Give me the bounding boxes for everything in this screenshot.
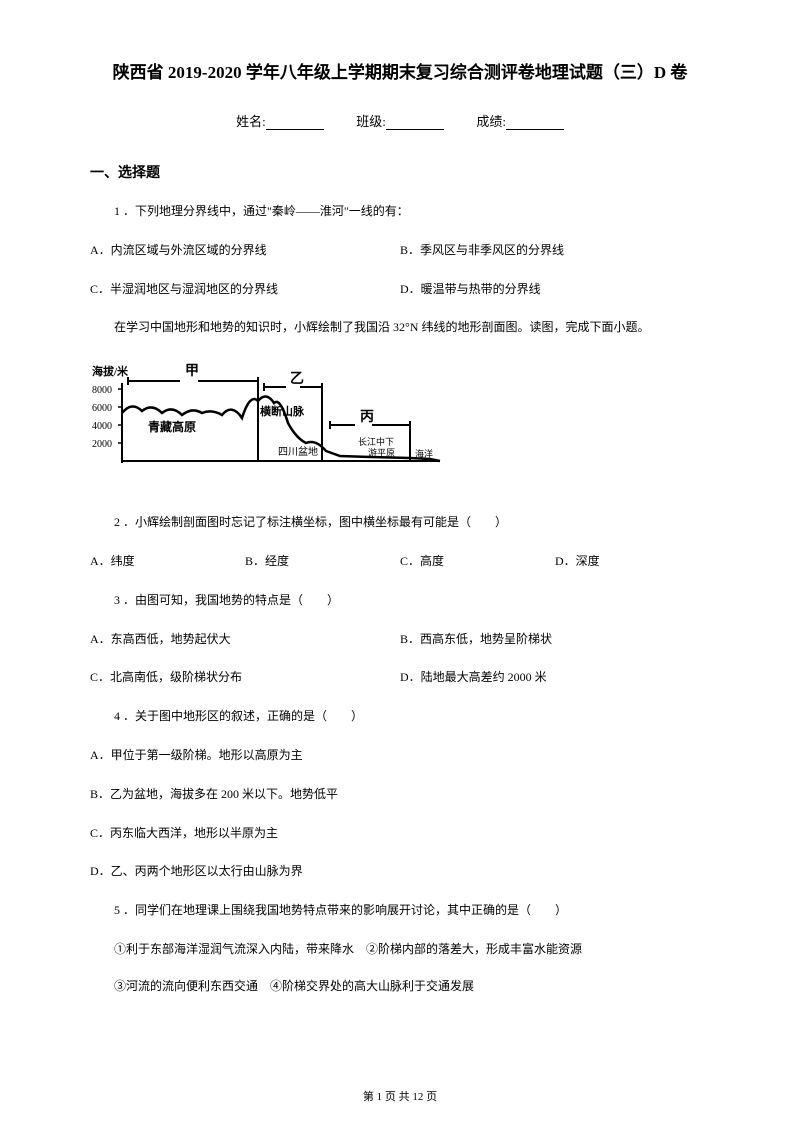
- class-blank: [386, 116, 444, 130]
- q3-option-d: D．陆地最大高差约 2000 米: [400, 666, 710, 689]
- q1-option-d: D．暖温带与热带的分界线: [400, 278, 710, 301]
- svg-text:海洋: 海洋: [415, 448, 433, 459]
- q2-option-a: A．纬度: [90, 550, 245, 573]
- q4-option-c: C．丙东临大西洋，地形以半原为主: [90, 822, 710, 845]
- q2-option-c: C．高度: [400, 550, 555, 573]
- question-1-options-row2: C．半湿润地区与湿润地区的分界线 D．暖温带与热带的分界线: [90, 278, 710, 301]
- question-3-options-row2: C．北高南低，级阶梯状分布 D．陆地最大高差约 2000 米: [90, 666, 710, 689]
- question-3-text: 3 ．由图可知，我国地势的特点是（ ）: [90, 589, 710, 612]
- q5-sub1: ①利于东部海洋湿润气流深入内陆，带来降水 ②阶梯内部的落差大，形成丰富水能资源: [90, 938, 710, 961]
- svg-text:2000: 2000: [92, 439, 112, 450]
- question-5-text: 5 ．同学们在地理课上围绕我国地势特点带来的影响展开讨论，其中正确的是（ ）: [90, 899, 710, 922]
- q3-option-a: A．东高西低，地势起伏大: [90, 628, 400, 651]
- section-header: 一、选择题: [90, 162, 710, 182]
- context-text: 在学习中国地形和地势的知识时，小辉绘制了我国沿 32°N 纬线的地形剖面图。读图…: [90, 316, 710, 339]
- svg-text:8000: 8000: [92, 385, 112, 396]
- q5-sub2: ③河流的流向便利东西交通 ④阶梯交界处的高大山脉利于交通发展: [90, 975, 710, 998]
- q4-option-b: B．乙为盆地，海拔多在 200 米以下。地势低平: [90, 783, 710, 806]
- q2-option-b: B．经度: [245, 550, 400, 573]
- svg-text:青藏高原: 青藏高原: [148, 419, 196, 434]
- svg-text:6000: 6000: [92, 403, 112, 414]
- svg-text:4000: 4000: [92, 421, 112, 432]
- q4-option-d: D．乙、丙两个地形区以太行由山脉为界: [90, 860, 710, 883]
- page-title: 陕西省 2019-2020 学年八年级上学期期末复习综合测评卷地理试题（三）D …: [90, 58, 710, 83]
- score-blank: [506, 116, 564, 130]
- q1-option-c: C．半湿润地区与湿润地区的分界线: [90, 278, 400, 301]
- terrain-profile-svg: 海拔/米 8000 6000 4000 2000 甲 乙 丙: [90, 353, 460, 488]
- name-label: 姓名:: [236, 111, 266, 130]
- svg-text:四川盆地: 四川盆地: [278, 445, 318, 458]
- q1-option-a: A．内流区域与外流区域的分界线: [90, 239, 400, 262]
- question-4-text: 4 ．关于图中地形区的叙述，正确的是（ ）: [90, 705, 710, 728]
- svg-text:游平原: 游平原: [368, 447, 395, 458]
- terrain-diagram: 海拔/米 8000 6000 4000 2000 甲 乙 丙: [90, 353, 710, 493]
- score-label: 成绩:: [476, 111, 506, 130]
- svg-text:丙: 丙: [360, 409, 374, 425]
- svg-text:横断山脉: 横断山脉: [260, 404, 305, 418]
- question-3-options-row1: A．东高西低，地势起伏大 B．西高东低，地势呈阶梯状: [90, 628, 710, 651]
- svg-text:甲: 甲: [185, 363, 199, 379]
- name-blank: [266, 116, 324, 130]
- svg-text:海拔/米: 海拔/米: [92, 364, 129, 378]
- svg-text:长江中下: 长江中下: [358, 436, 394, 447]
- question-2-text: 2 ．小辉绘制剖面图时忘记了标注横坐标，图中横坐标最有可能是（ ）: [90, 511, 710, 534]
- question-1-text: 1 ．下列地理分界线中，通过"秦岭——淮河"一线的有：: [90, 200, 710, 223]
- class-label: 班级:: [356, 111, 386, 130]
- q3-option-b: B．西高东低，地势呈阶梯状: [400, 628, 710, 651]
- q1-option-b: B．季风区与非季风区的分界线: [400, 239, 710, 262]
- student-info-line: 姓名: 班级: 成绩:: [90, 111, 710, 130]
- page-footer: 第 1 页 共 12 页: [0, 1088, 800, 1104]
- svg-text:乙: 乙: [290, 371, 304, 387]
- q2-option-d: D．深度: [555, 550, 710, 573]
- question-1-options-row1: A．内流区域与外流区域的分界线 B．季风区与非季风区的分界线: [90, 239, 710, 262]
- q3-option-c: C．北高南低，级阶梯状分布: [90, 666, 400, 689]
- question-2-options: A．纬度 B．经度 C．高度 D．深度: [90, 550, 710, 573]
- q4-option-a: A．甲位于第一级阶梯。地形以高原为主: [90, 744, 710, 767]
